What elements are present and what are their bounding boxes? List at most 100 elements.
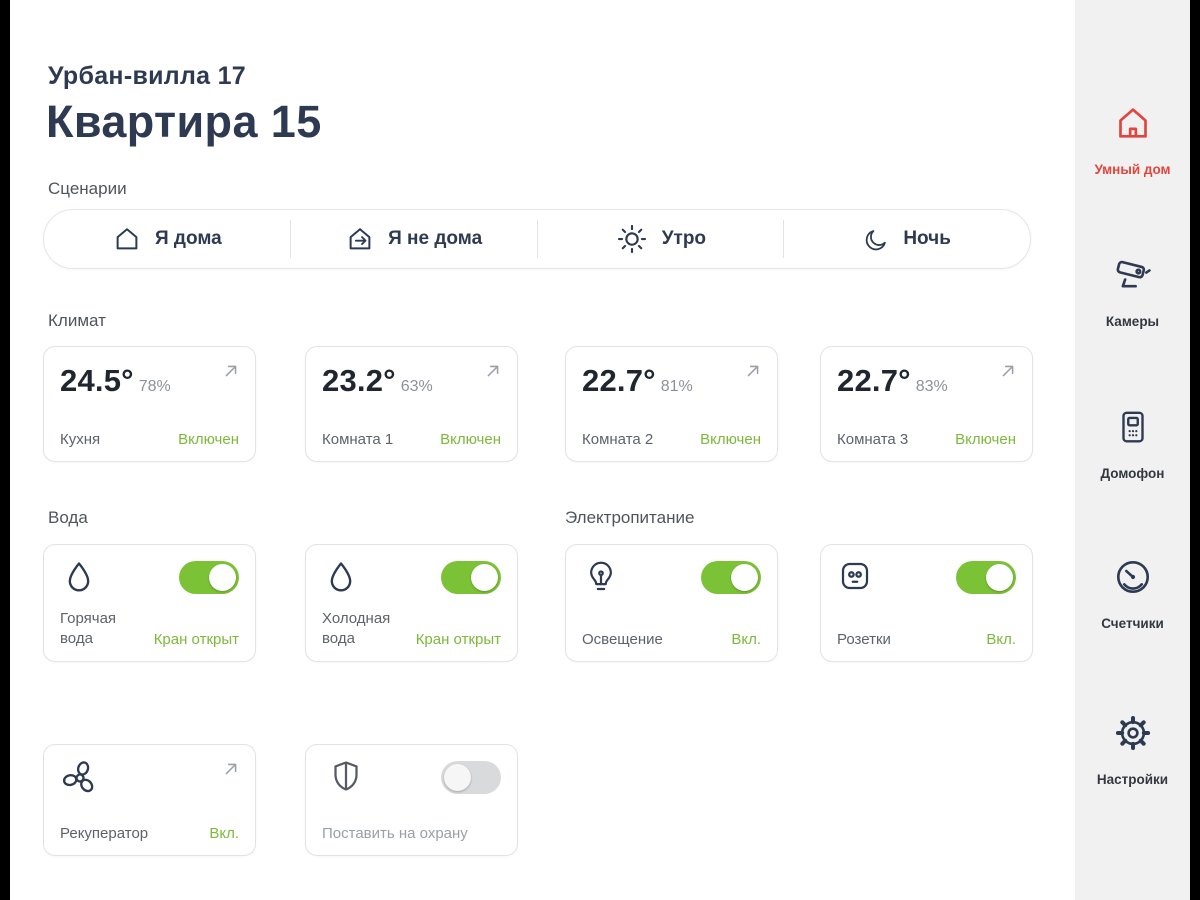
card-footer: Горячая вода Кран открыт bbox=[60, 609, 239, 648]
home-exit-icon bbox=[345, 224, 375, 254]
temperature-value: 24.5° bbox=[60, 363, 134, 398]
section-scenarios-label: Сценарии bbox=[48, 179, 127, 198]
security-card: Поставить на охрану bbox=[305, 744, 518, 856]
room-name: Комната 3 bbox=[837, 431, 909, 448]
power-card-lighting: Освещение Вкл. bbox=[565, 544, 778, 662]
climate-status: Включен bbox=[700, 431, 761, 448]
moon-icon bbox=[863, 226, 890, 253]
section-power-label: Электропитание bbox=[565, 508, 695, 527]
temperature-row: 22.7° 83% bbox=[837, 363, 948, 399]
card-footer: Рекуператор Вкл. bbox=[60, 825, 239, 842]
device-name: Розетки bbox=[837, 631, 891, 648]
device-status: Вкл. bbox=[731, 631, 761, 648]
device-name: Поставить на охрану bbox=[322, 825, 468, 842]
scenario-im-home[interactable]: Я дома bbox=[44, 210, 290, 268]
expand-arrow-icon[interactable] bbox=[220, 360, 242, 382]
humidity-value: 83% bbox=[915, 378, 948, 395]
smart-home-icon bbox=[1113, 100, 1153, 146]
water-card-cold: Холодная вода Кран открыт bbox=[305, 544, 518, 662]
sidebar-item-cameras[interactable]: Камеры bbox=[1075, 252, 1190, 329]
sun-icon bbox=[615, 222, 649, 256]
scenario-morning[interactable]: Утро bbox=[538, 210, 784, 268]
meter-gauge-icon bbox=[1112, 554, 1154, 600]
scenario-label: Утро bbox=[661, 228, 707, 249]
device-status: Кран открыт bbox=[415, 631, 501, 648]
temperature-row: 22.7° 81% bbox=[582, 363, 693, 399]
scenario-night[interactable]: Ночь bbox=[784, 210, 1030, 268]
scenario-im-away[interactable]: Я не дома bbox=[291, 210, 537, 268]
temperature-row: 24.5° 78% bbox=[60, 363, 171, 399]
device-name: Горячая вода bbox=[60, 610, 117, 647]
temperature-value: 23.2° bbox=[322, 363, 396, 398]
scenario-bar: Я дома Я не дома Утро bbox=[43, 209, 1031, 269]
climate-card-room3[interactable]: 22.7° 83% Комната 3 Включен bbox=[820, 346, 1033, 462]
scenario-label: Я не дома bbox=[388, 228, 483, 249]
divider bbox=[536, 220, 538, 258]
device-name: Рекуператор bbox=[60, 825, 149, 842]
divider bbox=[289, 220, 291, 258]
power-card-sockets: Розетки Вкл. bbox=[820, 544, 1033, 662]
card-footer: Кухня Включен bbox=[60, 431, 239, 448]
card-footer: Розетки Вкл. bbox=[837, 631, 1016, 648]
device-status: Вкл. bbox=[209, 825, 239, 842]
divider bbox=[783, 220, 785, 258]
shield-icon bbox=[328, 758, 364, 794]
scenario-label: Я дома bbox=[155, 228, 222, 249]
expand-arrow-icon[interactable] bbox=[220, 758, 242, 780]
water-drop-icon bbox=[322, 558, 360, 596]
sockets-toggle[interactable] bbox=[956, 561, 1016, 594]
sidebar: Умный дом Камеры bbox=[1075, 0, 1190, 900]
climate-status: Включен bbox=[955, 431, 1016, 448]
bezel-left bbox=[0, 0, 10, 900]
socket-icon bbox=[837, 558, 873, 594]
climate-card-room1[interactable]: 23.2° 63% Комната 1 Включен bbox=[305, 346, 518, 462]
section-climate-label: Климат bbox=[48, 311, 106, 330]
climate-card-room2[interactable]: 22.7° 81% Комната 2 Включен bbox=[565, 346, 778, 462]
sidebar-item-smart-home[interactable]: Умный дом bbox=[1075, 100, 1190, 177]
device-status: Кран открыт bbox=[153, 631, 239, 648]
card-footer: Освещение Вкл. bbox=[582, 631, 761, 648]
sidebar-item-intercom[interactable]: Домофон bbox=[1075, 404, 1190, 481]
card-footer: Комната 1 Включен bbox=[322, 431, 501, 448]
device-name: Холодная вода bbox=[322, 610, 391, 647]
temperature-value: 22.7° bbox=[582, 363, 656, 398]
temperature-row: 23.2° 63% bbox=[322, 363, 433, 399]
humidity-value: 81% bbox=[660, 378, 693, 395]
expand-arrow-icon[interactable] bbox=[742, 360, 764, 382]
fan-icon bbox=[60, 758, 100, 798]
sidebar-item-label: Домофон bbox=[1100, 466, 1165, 481]
humidity-value: 78% bbox=[138, 378, 171, 395]
water-card-hot: Горячая вода Кран открыт bbox=[43, 544, 256, 662]
bezel-right bbox=[1190, 0, 1200, 900]
gear-icon bbox=[1112, 710, 1154, 756]
lighting-toggle[interactable] bbox=[701, 561, 761, 594]
camera-icon bbox=[1112, 252, 1154, 298]
humidity-value: 63% bbox=[400, 378, 433, 395]
expand-arrow-icon[interactable] bbox=[997, 360, 1019, 382]
intercom-icon bbox=[1114, 404, 1152, 450]
device-name: Освещение bbox=[582, 631, 663, 648]
page-title: Квартира 15 bbox=[46, 96, 322, 147]
building-name: Урбан-вилла 17 bbox=[48, 62, 246, 90]
cold-water-toggle[interactable] bbox=[441, 561, 501, 594]
lightbulb-icon bbox=[582, 558, 620, 596]
section-water-label: Вода bbox=[48, 508, 88, 527]
card-footer: Комната 3 Включен bbox=[837, 431, 1016, 448]
climate-card-kitchen[interactable]: 24.5° 78% Кухня Включен bbox=[43, 346, 256, 462]
home-icon bbox=[112, 224, 142, 254]
card-footer: Холодная вода Кран открыт bbox=[322, 609, 501, 648]
temperature-value: 22.7° bbox=[837, 363, 911, 398]
recuperator-card[interactable]: Рекуператор Вкл. bbox=[43, 744, 256, 856]
climate-status: Включен bbox=[178, 431, 239, 448]
sidebar-item-label: Настройки bbox=[1096, 772, 1169, 787]
sidebar-item-settings[interactable]: Настройки bbox=[1075, 710, 1190, 787]
security-toggle[interactable] bbox=[441, 761, 501, 794]
card-footer: Комната 2 Включен bbox=[582, 431, 761, 448]
card-footer: Поставить на охрану bbox=[322, 825, 501, 842]
expand-arrow-icon[interactable] bbox=[482, 360, 504, 382]
climate-status: Включен bbox=[440, 431, 501, 448]
water-drop-icon bbox=[60, 558, 98, 596]
sidebar-item-meters[interactable]: Счетчики bbox=[1075, 554, 1190, 631]
hot-water-toggle[interactable] bbox=[179, 561, 239, 594]
